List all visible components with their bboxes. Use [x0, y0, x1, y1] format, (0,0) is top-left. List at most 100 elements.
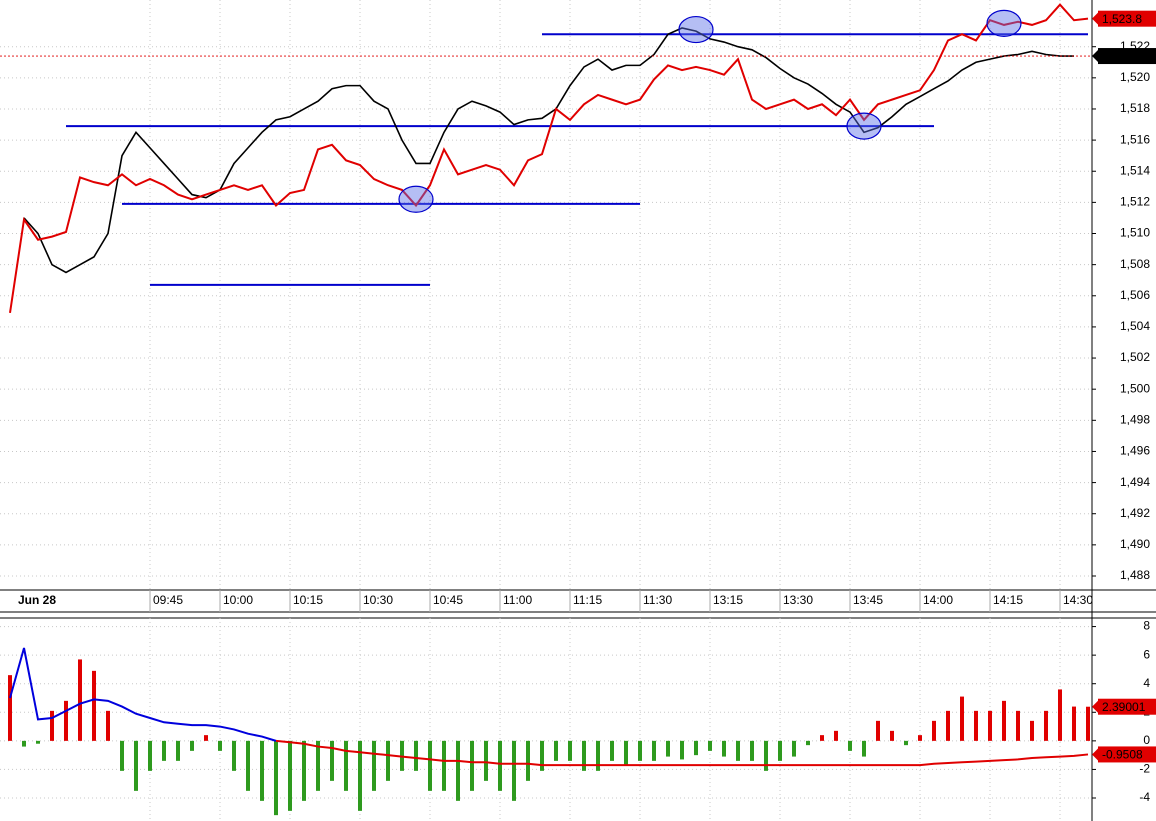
- y-tick-label: 1,496: [1120, 444, 1150, 458]
- x-tick-label: 10:15: [293, 593, 323, 607]
- bar: [862, 740, 866, 757]
- y-tick-label: 6: [1143, 647, 1150, 661]
- y-tick-label: 1,516: [1120, 132, 1150, 146]
- price-badge-pointer: [1092, 700, 1098, 713]
- y-tick-label: 1,520: [1120, 70, 1150, 84]
- bar: [946, 710, 950, 741]
- bar: [162, 740, 166, 761]
- bar: [736, 740, 740, 761]
- bar: [624, 740, 628, 766]
- bar: [120, 740, 124, 771]
- price-badge-label: -0.9508: [1102, 748, 1143, 762]
- y-tick-label: 1,514: [1120, 163, 1150, 177]
- y-tick-label: 0: [1143, 733, 1150, 747]
- series-line: [9, 3, 1089, 314]
- x-tick-label: 14:15: [993, 593, 1023, 607]
- bar: [456, 740, 460, 801]
- x-tick-label: 13:30: [783, 593, 813, 607]
- bar: [1072, 706, 1076, 741]
- x-tick-label: 13:45: [853, 593, 883, 607]
- x-tick-label: Jun 28: [18, 593, 56, 607]
- bar: [512, 740, 516, 801]
- bar: [974, 710, 978, 741]
- bar: [1002, 700, 1006, 741]
- y-tick-label: 1,498: [1120, 412, 1150, 426]
- bar: [498, 740, 502, 791]
- bar: [316, 740, 320, 791]
- x-tick-label: 10:45: [433, 593, 463, 607]
- price-badge: [1098, 698, 1156, 715]
- price-badge: [1098, 746, 1156, 763]
- y-tick-label: 1,494: [1120, 475, 1150, 489]
- bar: [22, 740, 26, 747]
- bar: [344, 740, 348, 791]
- y-tick-label: 8: [1143, 619, 1150, 633]
- price-badge-label: 2.39001: [1102, 700, 1146, 714]
- bar: [1058, 689, 1062, 741]
- bar: [554, 740, 558, 761]
- y-tick-label: 1,518: [1120, 101, 1150, 115]
- price-badge-pointer: [1092, 12, 1098, 25]
- x-tick-label: 13:15: [713, 593, 743, 607]
- price-badge-pointer: [1092, 748, 1098, 761]
- bar: [260, 740, 264, 801]
- bar: [848, 740, 852, 751]
- highlight: [986, 9, 1022, 37]
- highlight: [398, 185, 434, 213]
- price-badge-pointer: [1092, 50, 1098, 63]
- bar: [722, 740, 726, 757]
- bar: [1016, 710, 1020, 741]
- bar: [610, 740, 614, 761]
- series-line: [9, 647, 277, 742]
- bar: [988, 710, 992, 741]
- bar: [302, 740, 306, 801]
- y-tick-label: 1,504: [1120, 319, 1150, 333]
- bar: [638, 740, 642, 761]
- y-tick-label: -4: [1139, 790, 1150, 804]
- bar: [834, 730, 838, 741]
- bar: [568, 740, 572, 761]
- y-tick-label: 1,500: [1120, 381, 1150, 395]
- bar: [932, 720, 936, 741]
- y-tick-label: 1,512: [1120, 195, 1150, 209]
- x-tick-label: 10:30: [363, 593, 393, 607]
- bar: [764, 740, 768, 771]
- highlight: [846, 112, 882, 140]
- y-tick-label: 4: [1143, 676, 1150, 690]
- bar: [232, 740, 236, 771]
- bar: [1086, 706, 1090, 741]
- x-tick-label: 14:30: [1063, 593, 1093, 607]
- bar: [1044, 710, 1048, 741]
- y-tick-label: -2: [1139, 762, 1150, 776]
- bar: [582, 740, 586, 771]
- bar: [778, 740, 782, 761]
- bar: [288, 740, 292, 811]
- bar: [358, 740, 362, 811]
- y-tick-label: 1,488: [1120, 568, 1150, 582]
- y-tick-label: 1,490: [1120, 537, 1150, 551]
- bar: [708, 740, 712, 751]
- bar: [106, 710, 110, 741]
- bar: [428, 740, 432, 791]
- bar: [36, 740, 40, 744]
- bar: [596, 740, 600, 771]
- x-tick-label: 14:00: [923, 593, 953, 607]
- x-tick-label: 10:00: [223, 593, 253, 607]
- bar: [1030, 720, 1034, 741]
- bar: [442, 740, 446, 791]
- bar: [890, 730, 894, 741]
- bar: [386, 740, 390, 781]
- bar: [274, 740, 278, 816]
- bar: [78, 659, 82, 741]
- x-tick-label: 09:45: [153, 593, 183, 607]
- x-tick-label: 11:30: [643, 593, 672, 607]
- bar: [680, 740, 684, 760]
- bar: [652, 740, 656, 761]
- y-tick-label: 1,502: [1120, 350, 1150, 364]
- price-badge: [1098, 48, 1156, 65]
- bar: [134, 740, 138, 791]
- x-tick-label: 11:00: [503, 593, 532, 607]
- bar: [694, 740, 698, 756]
